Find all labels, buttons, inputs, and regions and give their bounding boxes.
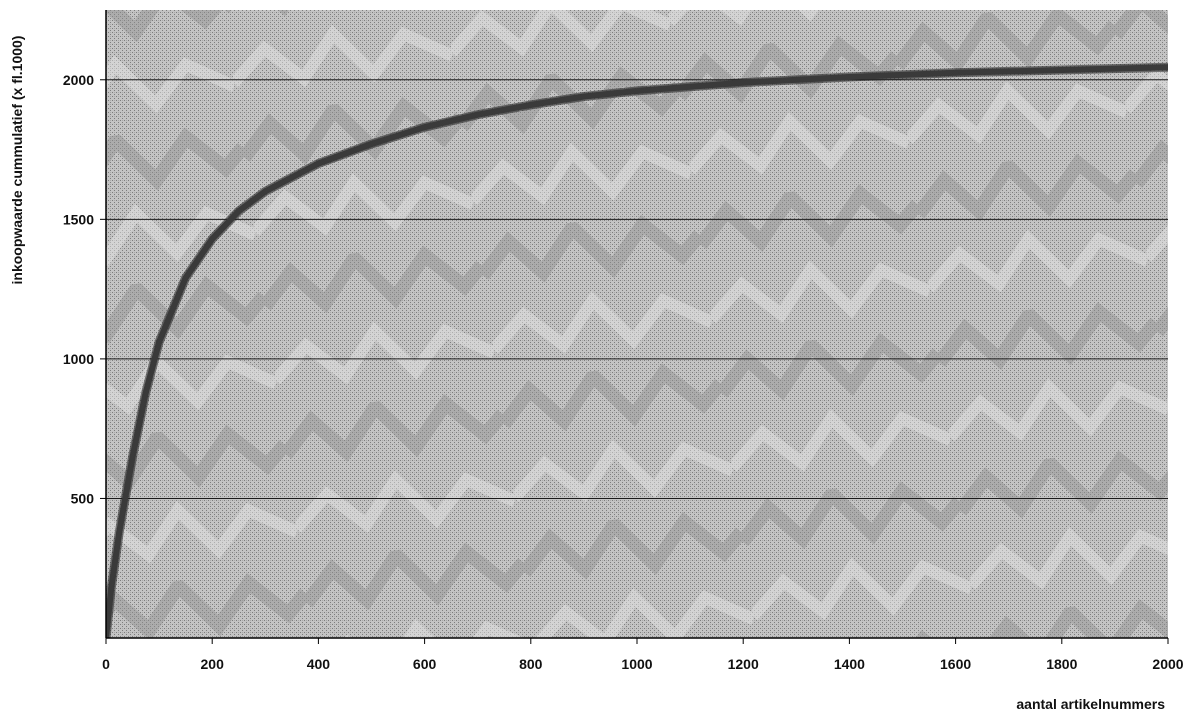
series-point-0-4 [142, 389, 149, 396]
x-axis-title: aantal artikelnummers [1016, 696, 1165, 712]
series-line-0 [106, 64, 1168, 638]
y-tick-label-1500: 1500 [63, 211, 94, 227]
series-layer [106, 62, 1168, 638]
series-point-0-9 [262, 188, 269, 195]
series-point-0-15 [580, 93, 587, 100]
series-point-0-16 [634, 87, 640, 94]
axes [100, 10, 1169, 644]
x-tick-label-800: 800 [519, 656, 543, 672]
series-point-0-12 [421, 124, 428, 131]
series-point-0-14 [527, 101, 534, 108]
x-tick-label-1600: 1600 [940, 656, 971, 672]
series-point-0-18 [846, 73, 853, 80]
series-point-0-1 [108, 584, 115, 591]
x-tick-label-1000: 1000 [621, 656, 652, 672]
y-axis-title: inkoopwaarde cummulatief (x fl.1000) [9, 36, 25, 285]
plot-area [106, 10, 1168, 638]
y-tick-label-2000: 2000 [63, 72, 94, 88]
x-tick-label-400: 400 [307, 656, 331, 672]
y-tick-label-500: 500 [71, 490, 95, 506]
x-tick-label-2000: 2000 [1152, 656, 1183, 672]
series-point-0-5 [156, 339, 163, 346]
series-point-0-19 [952, 69, 959, 76]
x-tick-label-600: 600 [413, 656, 437, 672]
x-tick-label-1200: 1200 [728, 656, 759, 672]
x-tick-label-1400: 1400 [834, 656, 865, 672]
series-point-0-6 [182, 274, 189, 281]
series-point-0-8 [235, 207, 242, 214]
series-point-0-20 [1058, 67, 1065, 74]
plot-texture-pattern [106, 10, 1168, 638]
series-point-0-7 [209, 235, 216, 242]
gridlines [106, 79, 1168, 499]
x-tick-label-0: 0 [102, 656, 110, 672]
x-tick-label-1800: 1800 [1046, 656, 1077, 672]
x-tick-label-200: 200 [201, 656, 225, 672]
series-point-0-10 [315, 160, 322, 167]
series-point-0-3 [129, 453, 136, 460]
series-point-0-13 [474, 111, 481, 118]
series-point-0-21 [1165, 64, 1168, 71]
y-tick-label-1000: 1000 [63, 351, 94, 367]
series-point-0-2 [116, 528, 123, 535]
tick-labels: 0 200 400 600 800 1000 1200 1400 1600 1800 2000 500… [63, 72, 1184, 672]
series-point-0-17 [740, 79, 747, 86]
series-point-0-11 [368, 140, 375, 147]
